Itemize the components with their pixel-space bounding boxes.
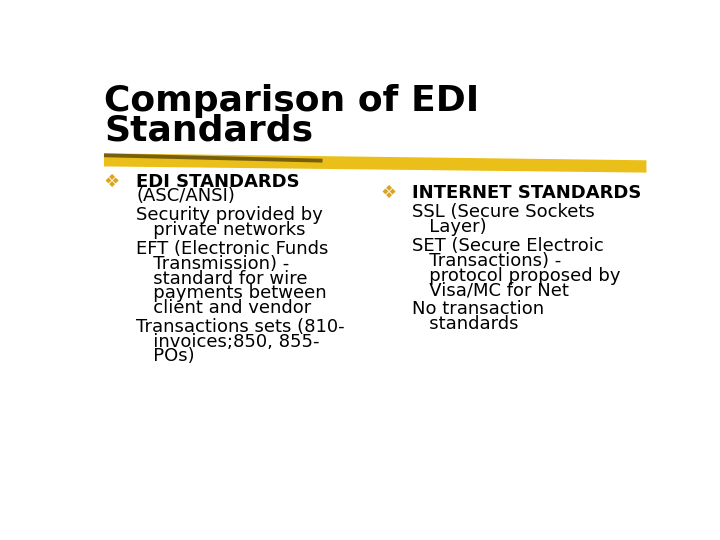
Text: Transactions sets (810-: Transactions sets (810- (137, 318, 345, 336)
Text: Security provided by: Security provided by (137, 206, 323, 225)
Text: protocol proposed by: protocol proposed by (412, 267, 620, 285)
Text: standards: standards (412, 315, 518, 333)
Text: ❖: ❖ (104, 173, 120, 191)
Text: INTERNET STANDARDS: INTERNET STANDARDS (412, 184, 641, 202)
Text: No transaction: No transaction (412, 300, 544, 319)
Text: client and vendor: client and vendor (137, 299, 312, 317)
Text: EFT (Electronic Funds: EFT (Electronic Funds (137, 240, 329, 258)
Text: invoices;850, 855-: invoices;850, 855- (137, 333, 320, 351)
Text: Layer): Layer) (412, 218, 486, 236)
Polygon shape (104, 153, 323, 163)
Text: ❖: ❖ (381, 184, 397, 202)
Text: Transactions) -: Transactions) - (412, 252, 561, 270)
Text: private networks: private networks (137, 221, 306, 239)
Polygon shape (104, 153, 647, 173)
Text: Visa/MC for Net: Visa/MC for Net (412, 281, 569, 299)
Text: payments between: payments between (137, 284, 327, 302)
Text: EDI STANDARDS: EDI STANDARDS (137, 173, 300, 191)
Text: standard for wire: standard for wire (137, 269, 308, 288)
Text: Comparison of EDI: Comparison of EDI (104, 84, 480, 118)
Text: POs): POs) (137, 347, 195, 366)
Text: SET (Secure Electroic: SET (Secure Electroic (412, 237, 603, 255)
Text: Transmission) -: Transmission) - (137, 255, 289, 273)
Text: SSL (Secure Sockets: SSL (Secure Sockets (412, 204, 595, 221)
Text: (ASC/ANSI): (ASC/ANSI) (137, 187, 235, 205)
Text: Standards: Standards (104, 113, 313, 147)
